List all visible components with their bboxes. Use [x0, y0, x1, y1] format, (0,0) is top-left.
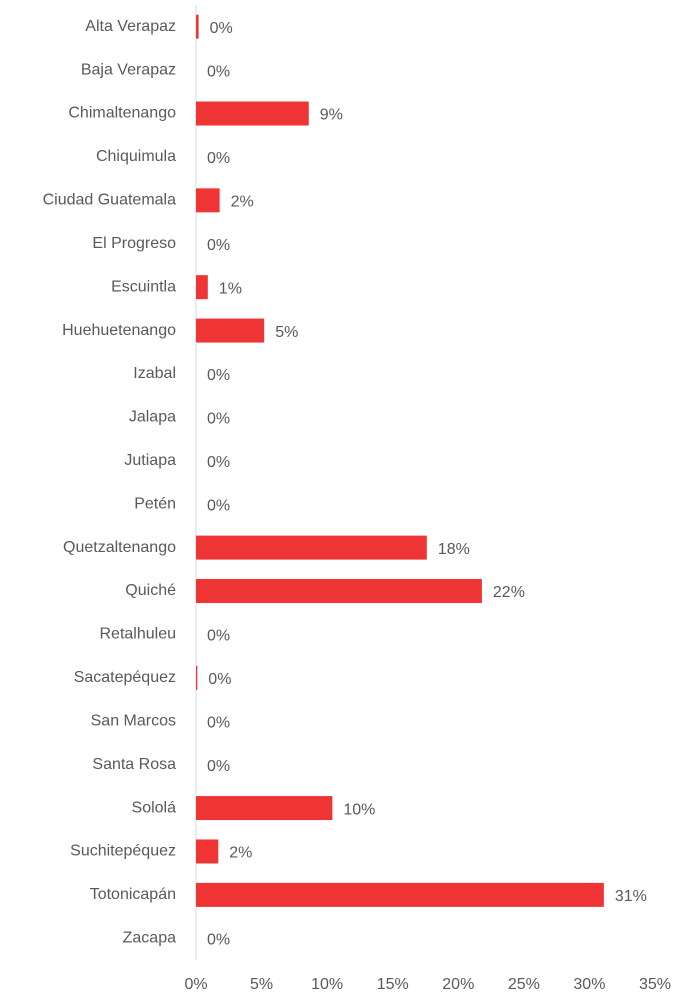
y-tick-label: Santa Rosa — [92, 756, 176, 773]
value-label: 0% — [207, 758, 230, 775]
value-label: 0% — [207, 714, 230, 731]
y-tick-label: Alta Verapaz — [85, 18, 176, 35]
value-label: 0% — [207, 237, 230, 254]
x-tick-label: 0% — [184, 976, 207, 993]
x-tick-label: 20% — [442, 976, 474, 993]
bar — [196, 14, 199, 39]
x-tick-label: 5% — [250, 976, 273, 993]
bar — [196, 318, 265, 343]
value-label: 0% — [210, 20, 233, 37]
y-tick-label: Escuintla — [111, 278, 176, 295]
y-tick-label: Chiquimula — [96, 148, 176, 165]
value-label: 9% — [320, 107, 343, 124]
value-label: 0% — [207, 497, 230, 514]
value-label: 0% — [207, 367, 230, 384]
bar — [196, 839, 219, 864]
y-tick-label: Jutiapa — [124, 452, 176, 469]
y-tick-label: Huehuetenango — [62, 322, 176, 339]
y-tick-label: Quiché — [125, 582, 176, 599]
value-label: 0% — [208, 671, 231, 688]
y-tick-label: Totonicapán — [90, 886, 176, 903]
value-label: 0% — [207, 932, 230, 949]
y-tick-label: Izabal — [133, 365, 176, 382]
value-label: 10% — [343, 801, 375, 818]
bar — [196, 101, 309, 126]
y-tick-label: Zacapa — [123, 930, 176, 947]
y-tick-label: El Progreso — [92, 235, 176, 252]
value-label: 0% — [207, 411, 230, 428]
bar — [196, 188, 220, 213]
y-tick-label: Sacatepéquez — [74, 669, 176, 686]
x-tick-label: 25% — [508, 976, 540, 993]
bar — [196, 275, 208, 300]
y-tick-label: Ciudad Guatemala — [43, 192, 177, 209]
y-tick-label: Baja Verapaz — [81, 61, 176, 78]
value-label: 1% — [219, 280, 242, 297]
value-label: 2% — [231, 194, 254, 211]
x-tick-label: 30% — [573, 976, 605, 993]
value-label: 5% — [275, 324, 298, 341]
value-label: 31% — [615, 888, 647, 905]
value-label: 0% — [207, 63, 230, 80]
y-tick-label: Quetzaltenango — [63, 539, 176, 556]
x-tick-label: 10% — [311, 976, 343, 993]
bar — [196, 665, 198, 690]
y-tick-label: Jalapa — [129, 409, 176, 426]
y-tick-label: Suchitepéquez — [70, 843, 176, 860]
y-tick-label: Retalhuleu — [100, 626, 177, 643]
bar — [196, 579, 482, 604]
value-label: 18% — [438, 541, 470, 558]
value-label: 2% — [229, 845, 252, 862]
x-tick-label: 15% — [377, 976, 409, 993]
x-tick-label: 35% — [639, 976, 671, 993]
value-label: 0% — [207, 454, 230, 471]
value-label: 22% — [493, 584, 525, 601]
y-tick-label: San Marcos — [91, 712, 176, 729]
bar — [196, 535, 427, 560]
y-tick-label: Petén — [134, 495, 176, 512]
value-label: 0% — [207, 628, 230, 645]
bar — [196, 882, 604, 907]
bar — [196, 796, 333, 821]
value-label: 0% — [207, 150, 230, 167]
y-tick-label: Chimaltenango — [68, 105, 176, 122]
y-tick-label: Sololá — [132, 799, 177, 816]
